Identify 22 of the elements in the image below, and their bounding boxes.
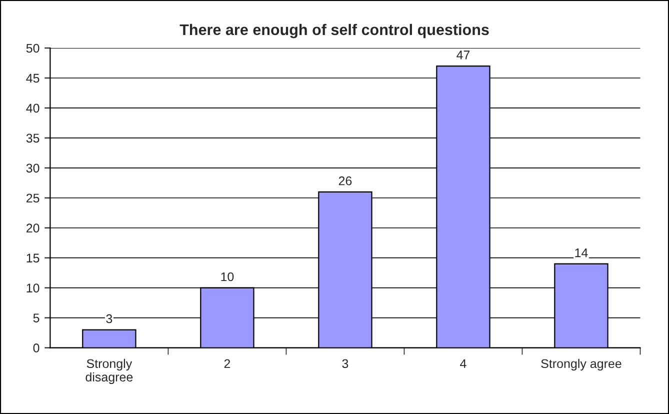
- y-tick-label: 15: [26, 254, 40, 262]
- data-label: 26: [338, 176, 352, 186]
- y-tick-label: 40: [26, 104, 40, 113]
- y-tick-label: 35: [26, 134, 40, 143]
- y-tick-label: 30: [26, 164, 40, 173]
- y-tick-label: 0: [33, 344, 40, 352]
- data-label: 3: [106, 314, 112, 324]
- x-tick-label: Strongly disagree: [86, 358, 133, 384]
- y-tick-label: 25: [26, 194, 40, 203]
- x-tick-label: Strongly agree: [541, 358, 622, 371]
- y-tick-label: 10: [26, 284, 40, 292]
- x-tick-label: 2: [224, 359, 230, 368]
- y-tick-label: 50: [26, 44, 40, 53]
- x-tick-label: 4: [460, 359, 466, 368]
- data-label: 47: [456, 50, 470, 60]
- data-label: 10: [221, 272, 234, 282]
- chart-title: There are enough of self control questions: [180, 24, 489, 38]
- y-tick-label: 20: [26, 224, 40, 233]
- y-tick-label: 5: [33, 314, 40, 322]
- x-tick-label: 3: [342, 359, 348, 368]
- data-label: 14: [575, 248, 588, 258]
- y-tick-label: 45: [26, 74, 40, 83]
